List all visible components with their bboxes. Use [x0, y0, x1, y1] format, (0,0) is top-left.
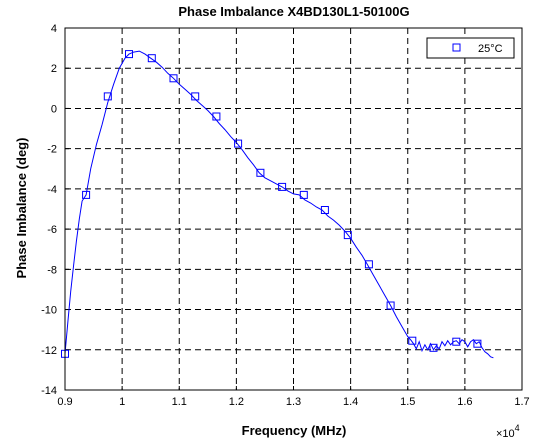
axis-ticks: 0.9 1 1.1 1.2 1.3 1.4 1.5 1.6 1.7 4 2 0 -2 -4 -6 -8 -10 -…	[41, 23, 530, 408]
data-marker	[278, 182, 287, 191]
x-tick-label: 1.3	[286, 396, 301, 408]
y-tick-label: -4	[47, 184, 57, 196]
series-group	[61, 50, 494, 359]
data-marker	[103, 92, 112, 101]
y-tick-label: -8	[47, 264, 57, 276]
data-marker	[299, 190, 308, 199]
legend-marker-square	[452, 43, 461, 52]
y-axis-label: Phase Imbalance (deg)	[14, 138, 29, 279]
x-tick-label: 1.7	[514, 396, 529, 408]
x-axis-multiplier: ×104	[496, 423, 520, 440]
x-tick-label: 1.6	[457, 396, 472, 408]
legend: 25°C	[426, 37, 515, 59]
y-tick-label: -2	[47, 144, 57, 156]
x-tick-label: 1.2	[229, 396, 244, 408]
x-tick-label: 1.1	[172, 396, 187, 408]
y-tick-label: -12	[41, 345, 57, 357]
plot-frame	[64, 27, 523, 391]
data-marker	[386, 301, 395, 310]
data-marker	[473, 339, 482, 348]
data-marker	[364, 260, 373, 269]
x-tick-label: 1	[119, 396, 125, 408]
data-marker	[429, 343, 438, 352]
data-marker	[82, 190, 91, 199]
data-marker	[234, 139, 243, 148]
data-marker	[452, 337, 461, 346]
x-axis-multiplier-base: ×10	[496, 428, 515, 440]
data-marker	[212, 112, 221, 121]
x-tick-label: 1.4	[343, 396, 358, 408]
legend-label-25c: 25°C	[478, 43, 503, 55]
x-tick-label: 0.9	[57, 396, 72, 408]
x-tick-label: 1.5	[400, 396, 415, 408]
y-tick-label: 2	[51, 63, 57, 75]
grid-lines	[65, 28, 522, 390]
y-tick-label: 0	[51, 103, 57, 115]
data-marker	[125, 50, 133, 59]
chart-title: Phase Imbalance X4BD130L1-50100G	[178, 4, 409, 19]
y-tick-label: 4	[51, 23, 57, 35]
data-marker	[191, 92, 200, 101]
data-marker	[320, 206, 329, 214]
data-marker	[256, 168, 265, 177]
data-marker	[147, 54, 156, 63]
data-marker	[169, 74, 178, 83]
y-tick-label: -10	[41, 305, 57, 317]
y-tick-label: -14	[41, 385, 57, 397]
data-marker	[343, 231, 352, 240]
y-tick-label: -6	[47, 224, 57, 236]
x-axis-multiplier-exponent: 4	[515, 423, 520, 433]
x-axis-label: Frequency (MHz)	[242, 423, 347, 438]
legend-box	[426, 37, 515, 59]
data-marker	[408, 336, 417, 345]
